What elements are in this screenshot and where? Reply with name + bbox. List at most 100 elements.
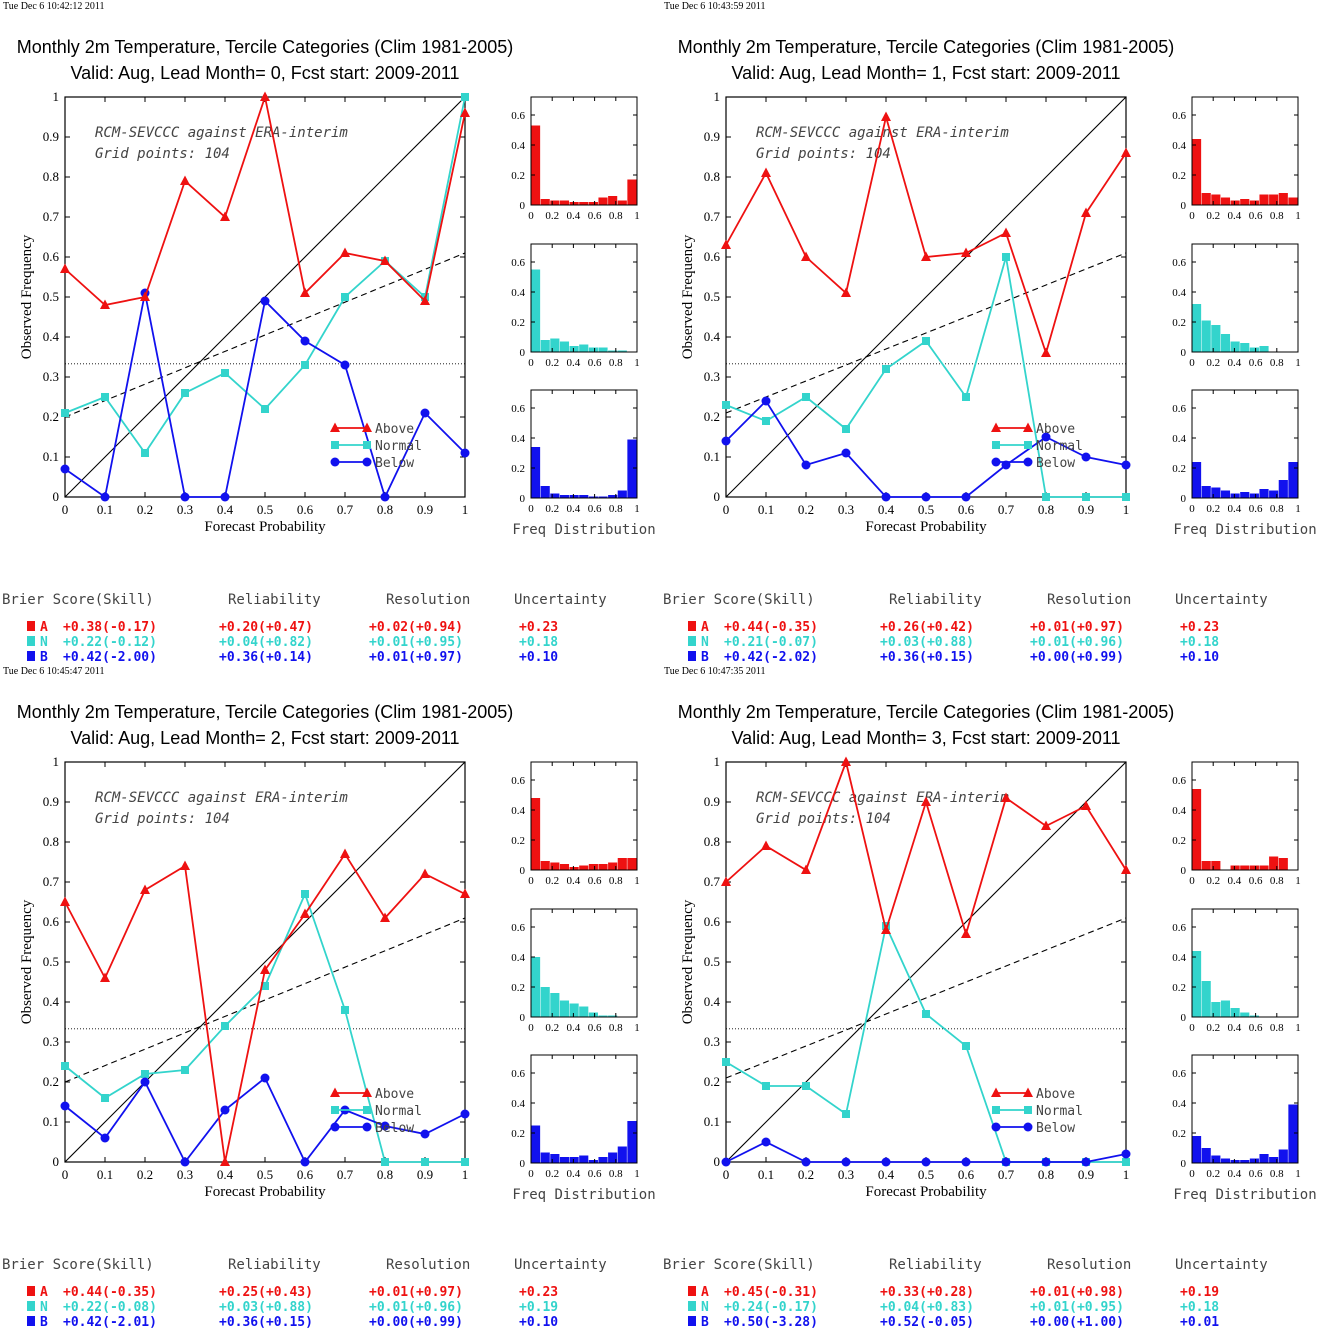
x-tick-label: 0.1 xyxy=(758,1167,774,1182)
data-point xyxy=(1121,1149,1131,1159)
score-value: +0.52(-0.05) xyxy=(880,1315,974,1330)
data-point xyxy=(1122,1158,1130,1166)
perfect-reliability-line xyxy=(725,96,1127,498)
hist-x-tick-label: 0.2 xyxy=(545,875,559,887)
hist-bar xyxy=(1201,981,1211,1017)
data-point xyxy=(60,1101,70,1111)
y-axis-label: Observed Frequency xyxy=(19,234,35,359)
hist-x-tick-label: 0.4 xyxy=(567,1168,581,1180)
hist-bar xyxy=(1240,199,1250,205)
hist-x-tick-label: 0 xyxy=(1189,503,1195,515)
data-point xyxy=(301,890,309,898)
hist-bar xyxy=(1240,492,1250,498)
score-value: +0.00(+1.00) xyxy=(1030,1315,1124,1330)
x-axis-label: Forecast Probability xyxy=(204,1184,326,1200)
score-value: +0.42(-2.02) xyxy=(724,650,818,665)
hist-bar xyxy=(540,199,550,205)
data-point xyxy=(1001,227,1011,237)
legend-marker xyxy=(992,1106,1000,1114)
hist-bar xyxy=(1192,951,1202,1017)
score-row-swatch xyxy=(688,1301,696,1311)
hist-x-tick-label: 0.2 xyxy=(545,210,559,222)
data-point xyxy=(721,436,731,446)
hist-x-tick-label: 0.2 xyxy=(545,503,559,515)
hist-bar xyxy=(1220,197,1231,205)
hist-bar xyxy=(1211,1002,1221,1017)
y-tick-label: 0.1 xyxy=(704,449,720,464)
hist-bar xyxy=(1249,1015,1259,1017)
series-above xyxy=(721,111,1131,357)
score-header: Reliability xyxy=(889,592,982,608)
y-tick-label: 0 xyxy=(53,1154,60,1169)
hist-x-tick-label: 0.6 xyxy=(588,503,602,515)
hist-bar xyxy=(1211,861,1221,870)
timestamp: Tue Dec 6 10:43:59 2011 xyxy=(664,1,765,12)
legend-label: Above xyxy=(375,422,414,437)
x-tick-label: 0.1 xyxy=(758,502,774,517)
data-point xyxy=(1001,1157,1011,1167)
chart-subtitle: Valid: Aug, Lead Month= 2, Fcst start: 2… xyxy=(70,728,459,748)
hist-y-tick-label: 0.4 xyxy=(1172,287,1186,299)
legend-marker xyxy=(1023,1122,1033,1132)
hist-y-tick-label: 0.4 xyxy=(511,952,525,964)
x-tick-label: 1 xyxy=(1123,502,1130,517)
hist-bar xyxy=(569,202,579,205)
chart-subtitle: Valid: Aug, Lead Month= 0, Fcst start: 2… xyxy=(70,63,459,83)
data-point xyxy=(340,247,350,257)
hist-bar xyxy=(1249,200,1259,205)
no-skill-line xyxy=(64,252,466,418)
data-point xyxy=(380,912,390,922)
chart-title: Monthly 2m Temperature, Tercile Categori… xyxy=(678,702,1175,722)
hist-bar xyxy=(1201,1148,1211,1163)
hist-x-tick-label: 0 xyxy=(528,1168,534,1180)
score-value: +0.01(+0.95) xyxy=(369,635,463,650)
hist-bar xyxy=(1240,1160,1250,1163)
data-point xyxy=(101,393,109,401)
hist-x-tick-label: 1 xyxy=(634,357,640,369)
data-point xyxy=(1081,452,1091,462)
data-point xyxy=(420,868,430,878)
x-tick-label: 0.8 xyxy=(1038,1167,1054,1182)
data-point xyxy=(100,972,110,982)
score-value: +0.01(+0.96) xyxy=(1030,635,1124,650)
legend-marker xyxy=(991,1122,1001,1132)
hist-bar xyxy=(598,1157,608,1163)
hist-bar xyxy=(579,495,589,498)
series-below xyxy=(721,396,1131,502)
data-point xyxy=(261,982,269,990)
hist-x-tick-label: 1 xyxy=(634,503,640,515)
hist-bar xyxy=(1240,343,1250,352)
x-tick-label: 0.5 xyxy=(918,502,934,517)
hist-bar xyxy=(1259,865,1269,870)
histogram-B: 0 0.2 0.4 0.6 0 0.2 0.4 0.6 0.8 1 xyxy=(511,1054,640,1180)
score-row-key: A xyxy=(701,1285,709,1300)
y-tick-label: 0.5 xyxy=(43,289,59,304)
hist-x-tick-label: 0.8 xyxy=(609,1022,623,1034)
data-point xyxy=(220,1156,230,1166)
hist-bar xyxy=(588,1012,598,1017)
data-point xyxy=(300,336,310,346)
hist-bar xyxy=(531,798,541,870)
timestamp: Tue Dec 6 10:47:35 2011 xyxy=(664,666,765,677)
data-point xyxy=(961,247,971,257)
hist-bar xyxy=(550,200,560,205)
hist-bar xyxy=(1230,1160,1240,1163)
series-below xyxy=(721,1137,1131,1167)
histogram-N: 0 0.2 0.4 0.6 0 0.2 0.4 0.6 0.8 1 xyxy=(1172,243,1301,369)
hist-x-tick-label: 0.2 xyxy=(1206,1022,1220,1034)
score-value: +0.03(+0.88) xyxy=(219,1300,313,1315)
x-tick-label: 0.3 xyxy=(177,502,193,517)
legend-label: Normal xyxy=(375,439,422,454)
hist-x-tick-label: 1 xyxy=(1295,357,1301,369)
chart-subtitle: Valid: Aug, Lead Month= 3, Fcst start: 2… xyxy=(731,728,1120,748)
hist-x-tick-label: 0 xyxy=(1189,1022,1195,1034)
y-tick-label: 0.2 xyxy=(704,409,720,424)
hist-x-tick-label: 0 xyxy=(1189,357,1195,369)
annotation-source: RCM-SEVCCC against ERA-interim xyxy=(95,125,348,141)
hist-y-tick-label: 0 xyxy=(520,493,526,505)
data-point xyxy=(1081,207,1091,217)
hist-bar xyxy=(608,1152,618,1163)
hist-bar xyxy=(588,864,598,870)
hist-x-tick-label: 0.8 xyxy=(609,503,623,515)
hist-bar xyxy=(550,338,560,352)
